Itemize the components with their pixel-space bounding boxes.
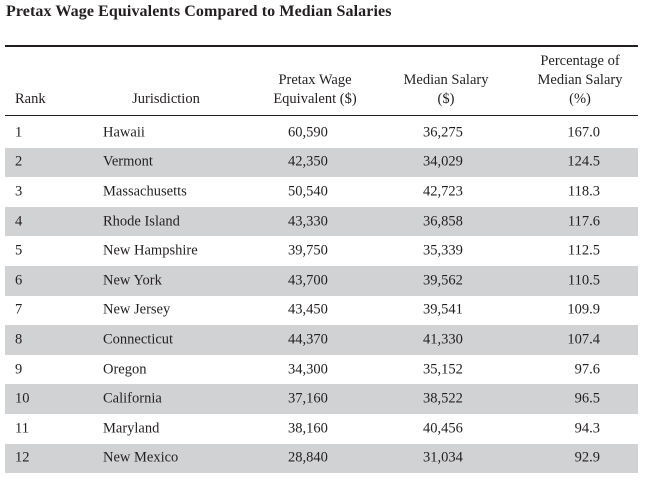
- table-row: 6 New York 43,700 39,562 110.5: [5, 265, 638, 296]
- cell-jurisdiction: Rhode Island: [103, 213, 180, 230]
- cell-rank: 9: [15, 361, 23, 378]
- header-pretax-line1: Pretax Wage: [278, 72, 352, 88]
- top-rule: [5, 45, 638, 47]
- cell-rank: 11: [15, 420, 29, 437]
- cell-jurisdiction: New Hampshire: [103, 242, 198, 259]
- cell-percentage: 124.5: [567, 153, 600, 170]
- cell-rank: 4: [15, 213, 23, 230]
- header-pretax-line2: Equivalent ($): [273, 91, 357, 107]
- cell-jurisdiction: New Mexico: [103, 449, 179, 466]
- header-percentage: Percentage of Median Salary (%): [524, 52, 636, 109]
- cell-jurisdiction: California: [103, 390, 162, 407]
- cell-rank: 12: [15, 449, 30, 466]
- cell-percentage: 112.5: [567, 242, 600, 259]
- table-row: 5 New Hampshire 39,750 35,339 112.5: [5, 236, 638, 266]
- cell-rank: 7: [15, 301, 23, 318]
- cell-jurisdiction: Connecticut: [103, 331, 174, 348]
- header-jurisdiction: Jurisdiction: [132, 91, 200, 107]
- cell-median: 39,541: [423, 301, 463, 318]
- cell-rank: 1: [15, 124, 23, 141]
- cell-median: 31,034: [423, 449, 463, 466]
- cell-pretax: 43,330: [288, 213, 328, 230]
- cell-median: 38,522: [423, 390, 463, 407]
- cell-pretax: 43,700: [288, 272, 328, 289]
- cell-rank: 10: [15, 390, 30, 407]
- table-title: Pretax Wage Equivalents Compared to Medi…: [6, 3, 392, 20]
- cell-median: 42,723: [423, 183, 463, 200]
- cell-jurisdiction: Oregon: [103, 361, 147, 378]
- cell-rank: 6: [15, 272, 23, 289]
- table-row: 2 Vermont 42,350 34,029 124.5: [5, 147, 638, 178]
- cell-pretax: 28,840: [288, 449, 328, 466]
- cell-percentage: 107.4: [567, 331, 600, 348]
- header-pct-line1: Percentage of: [540, 53, 620, 69]
- cell-rank: 3: [15, 183, 23, 200]
- table-header: Rank Jurisdiction Pretax Wage Equivalent…: [5, 47, 638, 116]
- cell-pretax: 34,300: [288, 361, 328, 378]
- header-pct-line2: Median Salary: [537, 72, 623, 88]
- cell-pretax: 43,450: [288, 301, 328, 318]
- table-row: 8 Connecticut 44,370 41,330 107.4: [5, 325, 638, 355]
- cell-percentage: 92.9: [574, 449, 600, 466]
- cell-percentage: 97.6: [574, 361, 600, 378]
- header-median-salary: Median Salary ($): [390, 71, 502, 109]
- cell-median: 35,339: [423, 242, 463, 259]
- header-pretax-wage: Pretax Wage Equivalent ($): [257, 71, 373, 109]
- cell-jurisdiction: New Jersey: [103, 301, 171, 318]
- cell-median: 34,029: [423, 153, 463, 170]
- cell-median: 41,330: [423, 331, 463, 348]
- cell-jurisdiction: Hawaii: [103, 124, 145, 141]
- cell-percentage: 96.5: [574, 390, 600, 407]
- cell-percentage: 117.6: [567, 213, 600, 230]
- cell-pretax: 39,750: [288, 242, 328, 259]
- cell-pretax: 37,160: [288, 390, 328, 407]
- cell-pretax: 44,370: [288, 331, 328, 348]
- table-row: 9 Oregon 34,300 35,152 97.6: [5, 355, 638, 385]
- cell-pretax: 50,540: [288, 183, 328, 200]
- cell-jurisdiction: Maryland: [103, 420, 160, 437]
- table-row: 1 Hawaii 60,590 36,275 167.0: [5, 118, 638, 148]
- cell-median: 36,858: [423, 213, 463, 230]
- cell-rank: 5: [15, 242, 23, 259]
- cell-median: 35,152: [423, 361, 463, 378]
- cell-jurisdiction: Vermont: [103, 153, 153, 170]
- cell-percentage: 167.0: [567, 124, 600, 141]
- cell-jurisdiction: New York: [103, 272, 162, 289]
- cell-median: 39,562: [423, 272, 463, 289]
- cell-pretax: 60,590: [288, 124, 328, 141]
- cell-rank: 8: [15, 331, 23, 348]
- table-row: 10 California 37,160 38,522 96.5: [5, 384, 638, 414]
- cell-percentage: 118.3: [567, 183, 600, 200]
- table-row: 11 Maryland 38,160 40,456 94.3: [5, 414, 638, 444]
- table-row: 4 Rhode Island 43,330 36,858 117.6: [5, 206, 638, 237]
- cell-percentage: 109.9: [567, 301, 600, 318]
- header-rank: Rank: [15, 91, 46, 107]
- header-median-line2: ($): [437, 91, 455, 107]
- cell-median: 36,275: [423, 124, 463, 141]
- cell-rank: 2: [15, 153, 23, 170]
- cell-percentage: 110.5: [567, 272, 600, 289]
- salary-table: Rank Jurisdiction Pretax Wage Equivalent…: [5, 45, 638, 474]
- cell-pretax: 42,350: [288, 153, 328, 170]
- cell-jurisdiction: Massachusetts: [103, 183, 187, 200]
- table-row: 3 Massachusetts 50,540 42,723 118.3: [5, 177, 638, 207]
- header-pct-line3: (%): [569, 91, 591, 107]
- table-body: 1 Hawaii 60,590 36,275 167.0 2 Vermont 4…: [5, 118, 638, 474]
- cell-median: 40,456: [423, 420, 463, 437]
- table-row: 12 New Mexico 28,840 31,034 92.9: [5, 443, 638, 474]
- cell-pretax: 38,160: [288, 420, 328, 437]
- table-row: 7 New Jersey 43,450 39,541 109.9: [5, 296, 638, 326]
- cell-percentage: 94.3: [574, 420, 600, 437]
- header-median-line1: Median Salary: [403, 72, 489, 88]
